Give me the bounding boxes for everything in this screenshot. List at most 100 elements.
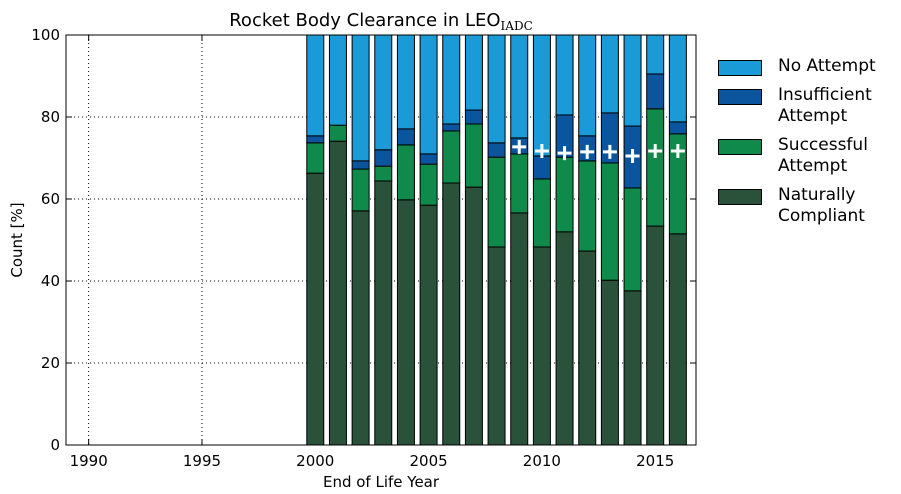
bar-segment (555, 34, 574, 116)
y-tick-label: 80 (41, 108, 60, 126)
x-tick-label: 2000 (296, 452, 334, 470)
legend-label: Insufficient Attempt (778, 85, 872, 126)
bar-segment (623, 187, 642, 292)
bar-segment (396, 199, 415, 446)
bar-segment (555, 231, 574, 446)
legend: No Attempt Insufficient Attempt Successful… (718, 56, 898, 235)
marker (602, 144, 617, 159)
y-tick-label: 100 (31, 26, 60, 44)
chart-title: Rocket Body Clearance in LEOIADC (229, 10, 533, 33)
bar-segment (464, 34, 483, 111)
marker (625, 148, 640, 163)
legend-item: No Attempt (718, 56, 898, 77)
bar-segment (351, 168, 370, 212)
title-subscript: IADC (501, 19, 533, 33)
legend-label: Successful Attempt (778, 135, 868, 176)
bar-segment (668, 34, 687, 123)
bar-segment (623, 290, 642, 446)
bar-segment (306, 142, 325, 174)
bar-segment (646, 34, 665, 75)
bar-segment (532, 155, 551, 180)
bar-segment (374, 165, 393, 182)
bar-segment (419, 34, 438, 155)
bar-segment (668, 121, 687, 135)
bar-segment (646, 225, 665, 446)
bar-segment (419, 153, 438, 165)
bar-segment (487, 34, 506, 144)
bar-segment (328, 124, 347, 142)
bar-segment (578, 34, 597, 137)
bar-segment (374, 180, 393, 446)
bar-segment (374, 149, 393, 167)
bar-segment (578, 160, 597, 252)
bar-segment (442, 123, 461, 132)
legend-swatch (718, 139, 762, 155)
bar-segment (328, 140, 347, 446)
bar-segment (396, 34, 415, 130)
y-axis-label: Count [%] (8, 202, 26, 277)
bar-segment (578, 250, 597, 446)
legend-label: No Attempt (778, 56, 876, 76)
bar-segment (464, 109, 483, 125)
bar-segment (306, 172, 325, 446)
bar-segment (396, 144, 415, 201)
bar-segment (532, 34, 551, 157)
bar-segment (600, 162, 619, 281)
title-main: Rocket Body Clearance in LEO (229, 10, 500, 31)
bar-segment (442, 182, 461, 446)
bar-segment (510, 212, 529, 446)
bar-segment (351, 160, 370, 170)
bar-segment (328, 34, 347, 126)
bar-segment (464, 123, 483, 188)
x-tick-label: 2010 (523, 452, 561, 470)
bar-segment (532, 246, 551, 446)
x-tick-label: 1990 (70, 452, 108, 470)
bar-segment (374, 34, 393, 151)
x-tick-label: 1995 (183, 452, 221, 470)
legend-swatch (718, 89, 762, 105)
bar-segment (600, 279, 619, 446)
bar-segment (419, 204, 438, 446)
x-tick-label: 2005 (409, 452, 447, 470)
marker (648, 144, 663, 159)
bar-segment (442, 130, 461, 184)
bar-segment (442, 34, 461, 125)
y-tick-label: 40 (41, 272, 60, 290)
bar-segment (487, 156, 506, 248)
y-tick-label: 20 (41, 354, 60, 372)
bar-segment (306, 34, 325, 137)
x-tick-label: 2015 (636, 452, 674, 470)
marker (580, 144, 595, 159)
plot-frame (65, 34, 697, 446)
bar-segment (306, 135, 325, 144)
bar-segment (668, 233, 687, 446)
marker (512, 139, 527, 154)
bar-segment (646, 108, 665, 227)
legend-item: Insufficient Attempt (718, 85, 898, 127)
bar-segment (464, 186, 483, 446)
bar-segment (646, 73, 665, 110)
legend-item: Successful Attempt (718, 135, 898, 177)
bar-segment (532, 178, 551, 248)
bar-segment (396, 128, 415, 146)
legend-swatch (718, 60, 762, 76)
bar-segment (555, 156, 574, 233)
legend-label: Naturally Compliant (778, 185, 865, 226)
legend-item: Naturally Compliant (718, 185, 898, 227)
y-tick-label: 60 (41, 190, 60, 208)
bar-segment (623, 34, 642, 127)
marker (670, 144, 685, 159)
marker (534, 144, 549, 159)
y-tick-label: 0 (50, 436, 60, 454)
x-axis-label: End of Life Year (323, 473, 440, 491)
bar-segment (351, 34, 370, 162)
marker (557, 146, 572, 161)
bar-segment (510, 34, 529, 139)
bar-segment (351, 210, 370, 446)
legend-swatch (718, 189, 762, 205)
bar-segment (600, 34, 619, 114)
bar-segment (510, 153, 529, 214)
bar-segment (487, 246, 506, 446)
